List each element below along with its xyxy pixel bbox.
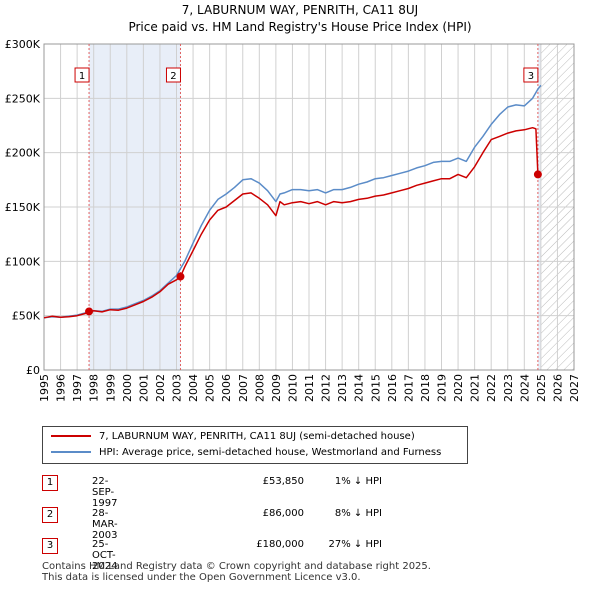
legend-swatch-hpi <box>51 451 91 453</box>
x-tick-label: 1999 <box>104 374 117 402</box>
x-tick-label: 2001 <box>137 374 150 402</box>
transaction-price: £53,850 <box>262 476 304 487</box>
x-tick-label: 2003 <box>171 374 184 402</box>
legend-label-property: 7, LABURNUM WAY, PENRITH, CA11 8UJ (semi… <box>99 431 415 442</box>
sale-label-number: 1 <box>79 71 85 82</box>
transaction-hpi-diff: 27% ↓ HPI <box>328 539 382 550</box>
x-tick-label: 2025 <box>535 374 548 402</box>
footer-licence: This data is licensed under the Open Gov… <box>42 572 361 583</box>
transaction-date: 25-OCT-2024 <box>92 539 118 572</box>
x-tick-label: 2016 <box>386 374 399 402</box>
x-tick-label: 2013 <box>336 374 349 402</box>
sale-label-box <box>523 67 539 83</box>
y-tick-label: £150K <box>5 201 41 214</box>
property-series-line <box>43 126 541 319</box>
x-tick-label: 1995 <box>38 374 51 402</box>
transaction-price: £86,000 <box>262 508 304 519</box>
transaction-marker: 3 <box>42 538 58 554</box>
transaction-marker: 2 <box>42 507 58 523</box>
sale-label-number: 2 <box>170 71 176 82</box>
y-tick-label: £200K <box>5 147 41 160</box>
x-tick-label: 2019 <box>436 374 449 402</box>
sale-label-box <box>165 67 181 83</box>
x-tick-label: 2021 <box>469 374 482 402</box>
x-tick-label: 2009 <box>270 374 283 402</box>
chart-title: 7, LABURNUM WAY, PENRITH, CA11 8UJ <box>181 3 419 17</box>
hpi-series-line <box>43 84 542 319</box>
transaction-date: 22-SEP-1997 <box>92 476 118 509</box>
x-tick-label: 2008 <box>253 374 266 402</box>
plot-frame <box>43 43 575 371</box>
transaction-price: £180,000 <box>256 539 304 550</box>
x-tick-label: 2017 <box>402 374 415 402</box>
chart-legend: 7, LABURNUM WAY, PENRITH, CA11 8UJ (semi… <box>42 426 468 464</box>
footer-copyright: Contains HM Land Registry data © Crown c… <box>42 561 431 572</box>
x-tick-label: 1996 <box>55 374 68 402</box>
sale-point <box>85 307 94 316</box>
chart-subtitle: Price paid vs. HM Land Registry's House … <box>128 20 472 34</box>
legend-entry-hpi: HPI: Average price, semi-detached house,… <box>51 447 441 458</box>
x-tick-label: 2015 <box>369 374 382 402</box>
x-tick-label: 2018 <box>419 374 432 402</box>
x-tick-label: 1998 <box>88 374 101 402</box>
legend-label-hpi: HPI: Average price, semi-detached house,… <box>99 447 442 458</box>
x-tick-label: 2005 <box>204 374 217 402</box>
sale-point <box>533 170 542 179</box>
sale-label-number: 3 <box>528 71 534 82</box>
x-tick-label: 2002 <box>154 374 167 402</box>
transaction-date: 28-MAR-2003 <box>92 508 118 541</box>
x-tick-label: 2011 <box>303 374 316 402</box>
x-tick-label: 2014 <box>353 374 366 402</box>
x-tick-label: 2000 <box>121 374 134 402</box>
y-tick-label: £300K <box>5 38 41 51</box>
x-tick-label: 2007 <box>237 374 250 402</box>
y-tick-label: £100K <box>5 255 41 268</box>
x-tick-label: 2023 <box>502 374 515 402</box>
legend-entry-property: 7, LABURNUM WAY, PENRITH, CA11 8UJ (semi… <box>51 431 415 442</box>
y-tick-label: £250K <box>5 92 41 105</box>
sale-label-box <box>74 67 90 83</box>
x-tick-label: 2024 <box>518 374 531 402</box>
transaction-hpi-diff: 8% ↓ HPI <box>334 508 382 519</box>
x-tick-label: 2010 <box>286 374 299 402</box>
x-tick-label: 1997 <box>71 374 84 402</box>
x-tick-label: 2006 <box>220 374 233 402</box>
x-tick-label: 2020 <box>452 374 465 402</box>
x-tick-label: 2026 <box>551 374 564 402</box>
x-tick-label: 2004 <box>187 374 200 402</box>
sale-point <box>176 272 185 281</box>
legend-swatch-property <box>51 435 91 437</box>
x-tick-label: 2022 <box>485 374 498 402</box>
x-tick-label: 2027 <box>568 374 581 402</box>
transaction-hpi-diff: 1% ↓ HPI <box>334 476 382 487</box>
y-tick-label: £50K <box>12 310 41 323</box>
x-tick-label: 2012 <box>320 374 333 402</box>
transaction-marker: 1 <box>42 475 58 491</box>
y-tick-label: £0 <box>26 364 40 377</box>
